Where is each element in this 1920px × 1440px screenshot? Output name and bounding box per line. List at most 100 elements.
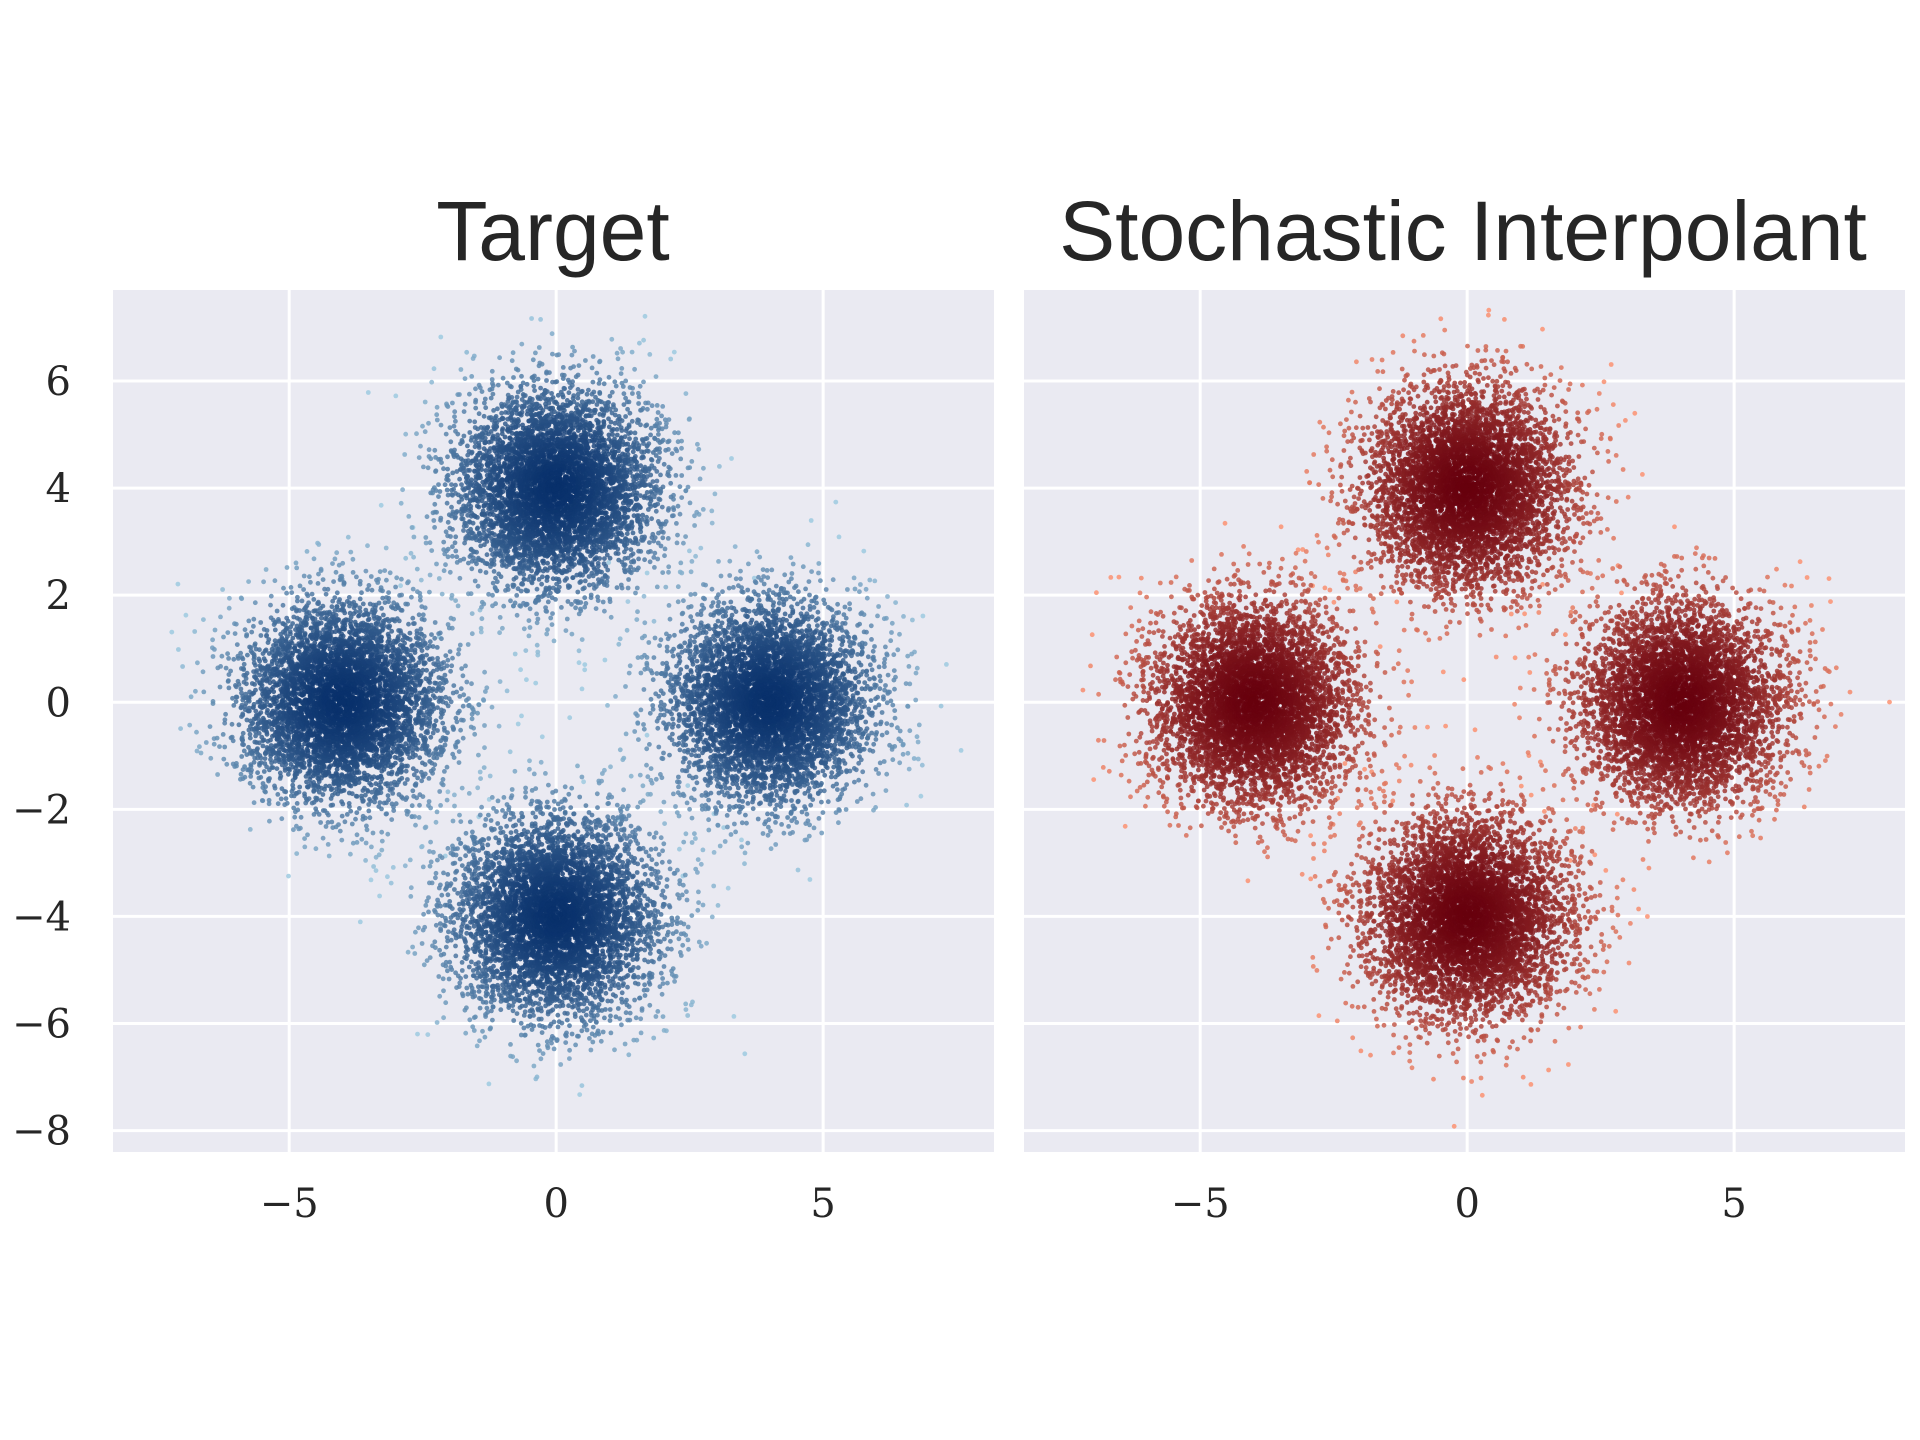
data-point	[636, 549, 641, 554]
data-point	[412, 535, 417, 540]
data-point	[378, 588, 383, 593]
data-point	[417, 755, 422, 760]
data-point	[743, 813, 748, 818]
data-point	[660, 535, 665, 540]
data-point	[647, 971, 652, 976]
data-point	[907, 664, 912, 669]
data-point	[453, 515, 458, 520]
data-point	[248, 732, 253, 737]
data-point	[695, 780, 700, 785]
data-point	[561, 376, 566, 381]
data-point	[628, 967, 633, 972]
data-point	[509, 385, 514, 390]
data-point	[878, 686, 883, 691]
data-point	[550, 622, 555, 627]
data-point	[537, 1048, 542, 1053]
data-point	[744, 794, 749, 799]
data-point	[467, 392, 472, 397]
data-point	[665, 472, 670, 477]
data-point	[505, 584, 510, 589]
data-point	[369, 878, 374, 883]
data-point	[629, 824, 634, 829]
data-point	[535, 1075, 540, 1080]
data-point	[658, 809, 663, 814]
data-point	[540, 1030, 545, 1035]
data-point	[639, 671, 644, 676]
data-point	[456, 837, 461, 842]
data-point	[661, 751, 666, 756]
data-point	[852, 766, 857, 771]
data-point	[873, 722, 878, 727]
data-point	[677, 713, 682, 718]
data-point	[420, 761, 425, 766]
data-point	[403, 781, 408, 786]
data-point	[477, 411, 482, 416]
data-point	[432, 502, 437, 507]
data-point	[570, 353, 575, 358]
data-point	[577, 660, 582, 665]
data-point	[397, 593, 402, 598]
data-point	[410, 945, 415, 950]
data-point	[234, 622, 239, 627]
data-point	[680, 622, 685, 627]
data-point	[648, 559, 653, 564]
data-point	[334, 570, 339, 575]
data-point	[453, 954, 458, 959]
data-point	[735, 791, 740, 796]
data-point	[831, 784, 836, 789]
data-point	[679, 473, 684, 478]
data-point	[609, 337, 614, 342]
data-point	[774, 789, 779, 794]
data-point	[699, 862, 704, 867]
data-point	[692, 748, 697, 753]
data-point	[658, 984, 663, 989]
data-point	[758, 801, 763, 806]
data-point	[453, 534, 458, 539]
data-point	[586, 388, 591, 393]
data-point	[273, 628, 278, 633]
data-point	[876, 771, 881, 776]
data-point	[607, 375, 612, 380]
data-point	[689, 604, 694, 609]
data-point	[447, 899, 452, 904]
data-point	[519, 342, 524, 347]
data-point	[621, 981, 626, 986]
data-point	[671, 792, 676, 797]
data-point	[337, 563, 342, 568]
data-point	[249, 630, 254, 635]
data-point	[519, 374, 524, 379]
data-point	[446, 473, 451, 478]
data-point	[686, 925, 691, 930]
data-point	[642, 988, 647, 993]
data-point	[545, 575, 550, 580]
data-point	[690, 559, 695, 564]
data-point	[626, 586, 631, 591]
data-point	[279, 816, 284, 821]
data-point	[386, 590, 391, 595]
data-point	[777, 601, 782, 606]
data-point	[434, 510, 439, 515]
data-point	[884, 772, 889, 777]
data-point	[805, 812, 810, 817]
data-point	[454, 554, 459, 559]
data-point	[656, 428, 661, 433]
data-point	[808, 607, 813, 612]
data-point	[675, 533, 680, 538]
data-point	[637, 827, 642, 832]
data-point	[243, 775, 248, 780]
data-point	[403, 432, 408, 437]
data-point	[723, 613, 728, 618]
data-point	[660, 404, 665, 409]
data-point	[807, 834, 812, 839]
data-point	[467, 430, 472, 435]
data-point	[457, 392, 462, 397]
data-point	[635, 841, 640, 846]
data-point	[445, 501, 450, 506]
data-point	[281, 586, 286, 591]
data-point	[545, 800, 550, 805]
data-point	[475, 1044, 480, 1049]
data-point	[722, 601, 727, 606]
data-point	[263, 659, 268, 664]
data-point	[443, 482, 448, 487]
data-point	[359, 837, 364, 842]
